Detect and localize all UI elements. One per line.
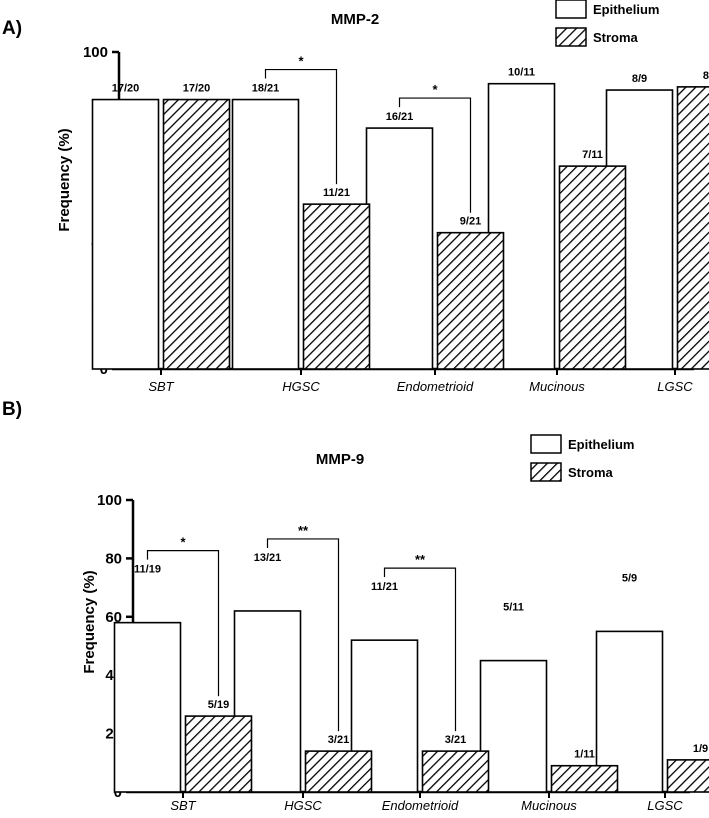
bar-value-label: 7/11 bbox=[582, 149, 603, 161]
bar-value-label: 17/20 bbox=[183, 83, 211, 95]
plot-area: 020406080100SBTHGSCEndometrioidMucinousL… bbox=[97, 492, 709, 813]
bar-stroma-hgsc bbox=[302, 203, 371, 370]
bar-value-label: 11/19 bbox=[134, 564, 161, 576]
legend: Epithelium Stroma bbox=[555, 0, 659, 47]
bar-value-label: 16/21 bbox=[386, 111, 414, 123]
bar-value-label: 8/9 bbox=[632, 73, 647, 85]
bar-epithelium-mucinous bbox=[479, 659, 548, 793]
bar-value-label: 11/21 bbox=[323, 187, 350, 199]
x-tick-label: Mucinous bbox=[529, 379, 585, 394]
bar-stroma-mucinous bbox=[558, 165, 627, 370]
legend-swatch-stroma bbox=[555, 27, 587, 47]
significance-bracket bbox=[146, 550, 220, 697]
significance-bracket bbox=[398, 97, 472, 213]
bar-epithelium-sbt bbox=[91, 98, 160, 370]
bar-value-label: 11/21 bbox=[371, 581, 398, 593]
bar-value-label: 9/21 bbox=[460, 216, 481, 228]
y-tick-label: 80 bbox=[105, 550, 122, 567]
significance-bracket bbox=[266, 538, 340, 732]
bar-value-label: 17/20 bbox=[112, 83, 140, 95]
significance-bracket bbox=[383, 567, 457, 732]
y-axis-label: Frequency (%) bbox=[56, 128, 73, 231]
significance-mark: * bbox=[432, 82, 438, 97]
legend-label-epithelium: Epithelium bbox=[593, 2, 659, 17]
legend: Epithelium Stroma bbox=[530, 434, 634, 482]
legend-swatch-epithelium bbox=[530, 434, 562, 454]
bar-stroma-sbt bbox=[162, 98, 231, 370]
bar-epithelium-sbt bbox=[113, 621, 182, 793]
legend-label-epithelium: Epithelium bbox=[568, 437, 634, 452]
panel-mmp9: B) MMP-9 Epithelium Stroma Frequency (%)… bbox=[2, 399, 709, 813]
bar-value-label: 8/9 bbox=[703, 70, 709, 82]
significance-mark: * bbox=[298, 54, 304, 69]
bar-stroma-hgsc bbox=[304, 750, 373, 793]
bar-value-label: 3/21 bbox=[328, 734, 349, 746]
legend-label-stroma: Stroma bbox=[593, 30, 639, 45]
bar-value-label: 18/21 bbox=[252, 83, 280, 95]
bar-epithelium-endometrioid bbox=[365, 127, 434, 370]
panel-mmp2: A) MMP-2 Epithelium Stroma Frequency (%)… bbox=[2, 0, 709, 394]
plot-area: 020406080100SBTHGSCEndometrioidMucinousL… bbox=[83, 44, 709, 394]
bar-value-label: 5/19 bbox=[208, 699, 229, 711]
bar-value-label: 1/11 bbox=[574, 749, 595, 761]
y-tick-label: 100 bbox=[83, 44, 108, 61]
significance-bracket bbox=[264, 68, 338, 185]
y-axis-label: Frequency (%) bbox=[81, 570, 98, 673]
bar-stroma-endometrioid bbox=[436, 231, 505, 370]
x-tick-label: HGSC bbox=[284, 798, 322, 813]
x-tick-label: Endometrioid bbox=[397, 379, 474, 394]
bar-stroma-sbt bbox=[184, 715, 253, 793]
bar-value-label: 13/21 bbox=[254, 552, 282, 564]
y-tick-label: 60 bbox=[105, 609, 122, 626]
bar-epithelium-hgsc bbox=[231, 98, 300, 370]
panel-label: A) bbox=[2, 18, 22, 39]
bar-value-label: 5/9 bbox=[622, 572, 637, 584]
x-tick-label: LGSC bbox=[657, 379, 693, 394]
significance-mark: ** bbox=[298, 523, 309, 538]
x-tick-label: LGSC bbox=[647, 798, 683, 813]
significance-mark: * bbox=[180, 535, 186, 550]
legend-swatch-epithelium bbox=[555, 0, 587, 19]
bar-value-label: 5/11 bbox=[503, 602, 524, 614]
legend-swatch-stroma bbox=[530, 462, 562, 482]
legend-label-stroma: Stroma bbox=[568, 465, 614, 480]
bar-value-label: 1/9 bbox=[693, 743, 708, 755]
y-tick-label: 100 bbox=[97, 492, 122, 509]
significance-mark: ** bbox=[415, 552, 426, 567]
panel-label: B) bbox=[2, 399, 22, 420]
chart-title: MMP-9 bbox=[316, 451, 364, 468]
x-tick-label: Mucinous bbox=[521, 798, 577, 813]
x-tick-label: HGSC bbox=[282, 379, 320, 394]
bar-stroma-lgsc bbox=[676, 86, 709, 370]
chart-title: MMP-2 bbox=[331, 11, 379, 28]
x-tick-label: SBT bbox=[170, 798, 196, 813]
x-tick-label: SBT bbox=[148, 379, 174, 394]
x-tick-label: Endometrioid bbox=[382, 798, 459, 813]
bar-stroma-endometrioid bbox=[421, 750, 490, 793]
bar-value-label: 3/21 bbox=[445, 734, 466, 746]
bar-stroma-lgsc bbox=[666, 759, 709, 793]
bar-value-label: 10/11 bbox=[508, 67, 535, 79]
bar-stroma-mucinous bbox=[550, 764, 619, 793]
